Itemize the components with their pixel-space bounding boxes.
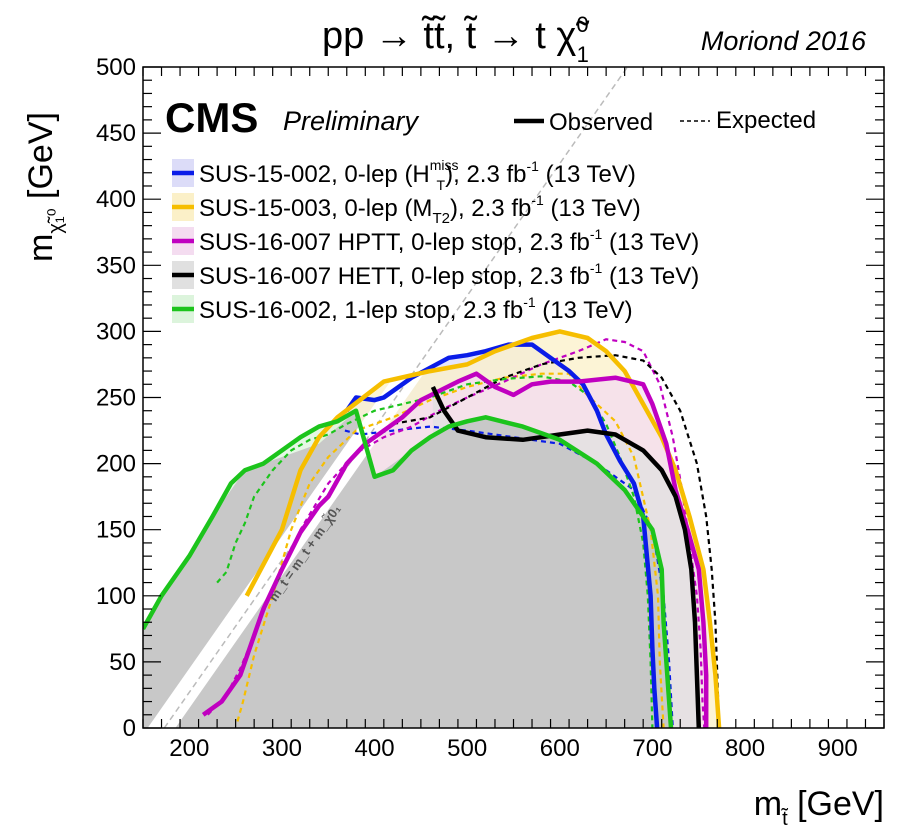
legend-label-3: SUS-16-007 HPTT, 0-lep stop, 2.3 fb-1 (1… xyxy=(199,226,699,256)
expected-curve-2 xyxy=(236,372,665,728)
y-tick-label: 0 xyxy=(123,715,136,742)
x-tick-labels: 200 300 400 500 600 700 800 900 xyxy=(169,735,857,762)
curve-layer xyxy=(143,329,722,728)
x-tick-label: 900 xyxy=(818,735,858,762)
legend: SUS-15-002, 0-lep (Hmiss T), 2.3 fb-1 (13… xyxy=(172,157,699,324)
x-tick-label: 400 xyxy=(355,735,395,762)
observed-curve-2 xyxy=(244,329,722,728)
legend-label-4: SUS-16-007 HETT, 0-lep stop, 2.3 fb-1 (1… xyxy=(199,260,699,290)
x-tick-label: 500 xyxy=(447,735,487,762)
x-tick-label: 600 xyxy=(540,735,580,762)
preliminary-label: Preliminary xyxy=(283,106,420,136)
y-tick-label: 400 xyxy=(96,186,136,213)
x-tick-label: 700 xyxy=(632,735,672,762)
legend-label-5: SUS-16-002, 1-lep stop, 2.3 fb-1 (13 TeV… xyxy=(199,294,633,324)
diagonal-line xyxy=(163,67,629,728)
expected-curve-5 xyxy=(216,375,654,728)
y-tick-label: 250 xyxy=(96,385,136,412)
process-title: pp → t̃t̃, t̃ → t χ̃0 1 xyxy=(322,12,589,67)
y-tick-label: 200 xyxy=(96,451,136,478)
observed-curve-5 xyxy=(143,408,674,728)
y-axis-label: mχ̃₁⁰ [GeV] xyxy=(22,112,67,262)
expected-style-label: Expected xyxy=(716,107,816,134)
diagonal-band xyxy=(147,67,639,728)
conference-label: Moriond 2016 xyxy=(701,26,867,56)
y-tick-label: 450 xyxy=(96,120,136,147)
y-tick-label: 500 xyxy=(96,54,136,81)
observed-curve-1 xyxy=(344,342,660,728)
y-tick-label: 50 xyxy=(109,649,136,676)
observed-curve-3 xyxy=(201,371,709,728)
y-tick-label: 300 xyxy=(96,318,136,345)
x-tick-label: 300 xyxy=(262,735,302,762)
legend-label-1: SUS-15-002, 0-lep (Hmiss T), 2.3 fb-1 (13… xyxy=(199,157,636,193)
expected-curve-4 xyxy=(392,354,721,728)
y-tick-label: 350 xyxy=(96,252,136,279)
observed-curve-4 xyxy=(430,385,702,728)
observed-style-label: Observed xyxy=(549,109,653,136)
cms-logo-text: CMS xyxy=(165,94,258,141)
y-tick-label: 150 xyxy=(96,517,136,544)
y-tick-label: 100 xyxy=(96,583,136,610)
y-tick-labels: 0 50 100 150 200 250 300 350 400 450 500 xyxy=(96,54,136,742)
plot-area xyxy=(143,67,722,728)
legend-label-2: SUS-15-003, 0-lep (MT2), 2.3 fb-1 (13 Te… xyxy=(199,192,641,227)
tick-layer xyxy=(142,66,885,729)
excluded-region xyxy=(143,410,671,728)
x-tick-label: 200 xyxy=(169,735,209,762)
x-tick-label: 800 xyxy=(725,735,765,762)
x-axis-label: mt̃ [GeV] xyxy=(754,785,884,830)
